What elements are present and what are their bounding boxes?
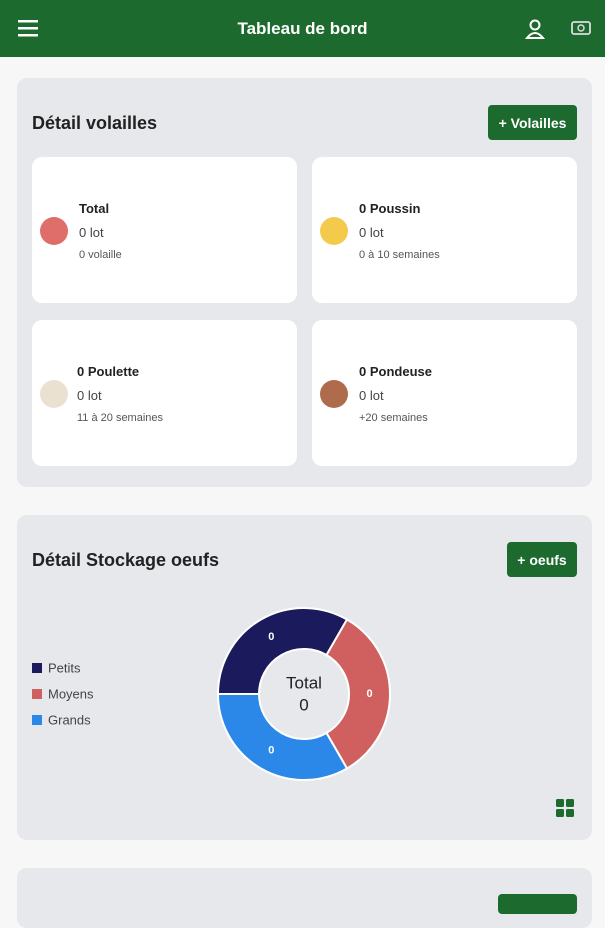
segment-label: 0 [268, 631, 274, 643]
legend-label: Moyens [48, 686, 94, 701]
legend-swatch [32, 715, 42, 725]
card-title: 0 Poulette [77, 364, 140, 379]
profile-icon[interactable] [524, 18, 546, 40]
poultry-card [312, 157, 577, 303]
legend-swatch [32, 689, 42, 699]
legend-label: Petits [48, 660, 81, 675]
card-title: 0 Poussin [359, 201, 421, 216]
card-detail: 0 à 10 semaines [359, 249, 440, 261]
card-lots: 0 lot [359, 388, 384, 403]
card-icon [40, 380, 68, 408]
card-icon [320, 217, 348, 245]
card-lots: 0 lot [79, 225, 104, 240]
section-title: Détail Stockage oeufs [32, 550, 220, 570]
donut-segment [325, 618, 391, 770]
card-detail: 11 à 20 semaines [77, 412, 164, 424]
card-detail: 0 volaille [79, 249, 122, 261]
legend-swatch [32, 663, 42, 673]
app-bar: Tableau de bord [0, 0, 605, 57]
card-title: Total [79, 201, 110, 216]
eggs-section [17, 515, 592, 840]
card-detail: +20 semaines [359, 412, 428, 424]
add-eggs-button[interactable]: + oeufs [507, 542, 577, 577]
card-title: 0 Pondeuse [359, 364, 432, 379]
grid-view-icon[interactable] [556, 799, 574, 817]
segment-label: 0 [268, 745, 274, 757]
center-label: Total [286, 673, 322, 692]
poultry-card [32, 320, 297, 466]
next-section-button[interactable] [498, 894, 577, 914]
donut-chart: Petits Moyens Grands 0 0 0 Total 0 [32, 607, 391, 781]
money-icon[interactable] [570, 17, 594, 39]
poultry-card [32, 157, 297, 303]
donut-segment [216, 607, 349, 695]
donut-segment [216, 693, 349, 781]
card-icon [320, 380, 348, 408]
card-lots: 0 lot [359, 225, 384, 240]
section-title: Détail volailles [32, 113, 158, 133]
menu-icon[interactable] [18, 18, 42, 38]
center-total: 0 [299, 695, 308, 714]
poultry-card [312, 320, 577, 466]
card-icon [40, 217, 68, 245]
app-title: Tableau de bord [237, 19, 368, 38]
card-lots: 0 lot [77, 388, 102, 403]
add-poultry-button[interactable]: + Volailles [488, 105, 577, 140]
segment-label: 0 [366, 688, 372, 700]
legend-label: Grands [48, 712, 91, 727]
